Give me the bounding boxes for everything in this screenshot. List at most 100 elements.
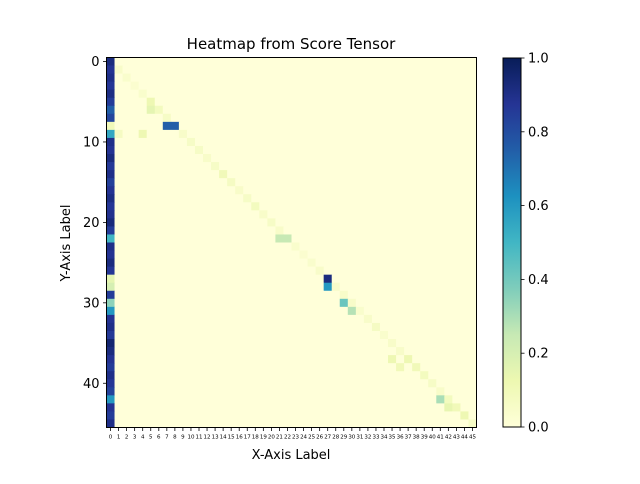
heatmap-cell: [379, 242, 389, 251]
heatmap-cell: [186, 129, 196, 139]
heatmap-cell: [130, 234, 140, 243]
heatmap-cell: [444, 81, 453, 91]
heatmap-cell: [355, 57, 365, 66]
heatmap-cell: [299, 314, 308, 324]
heatmap-cell: [299, 258, 308, 268]
heatmap-cell: [315, 73, 325, 83]
heatmap-cell: [331, 347, 341, 356]
heatmap-cell: [170, 322, 180, 332]
heatmap-cell: [452, 137, 461, 147]
heatmap-cell: [267, 57, 276, 66]
heatmap-cell: [404, 154, 413, 163]
heatmap-cell: [186, 145, 196, 155]
heatmap-cell: [138, 242, 148, 251]
heatmap-cell: [122, 226, 132, 235]
heatmap-cell: [371, 137, 381, 147]
heatmap-cell: [227, 89, 236, 99]
heatmap-cell: [315, 379, 325, 388]
heatmap-cell: [283, 306, 292, 316]
colorbar-tick-label: 0.6: [528, 199, 549, 214]
heatmap-cell: [251, 113, 260, 123]
heatmap-cell: [114, 282, 123, 292]
heatmap-cell: [203, 339, 212, 348]
heatmap-cell: [211, 330, 220, 340]
heatmap-cell: [162, 339, 172, 348]
heatmap-cell: [396, 65, 405, 74]
heatmap-cell: [130, 290, 140, 300]
heatmap-cell: [178, 65, 188, 74]
heatmap-cell: [388, 65, 397, 74]
heatmap-cell: [428, 266, 437, 276]
heatmap-cell: [412, 403, 421, 412]
heatmap-cell: [315, 89, 325, 99]
heatmap-cell: [106, 194, 115, 203]
heatmap-cell: [130, 258, 140, 268]
heatmap-cell: [106, 395, 115, 404]
heatmap-cell: [315, 371, 325, 380]
heatmap-cell: [355, 242, 365, 251]
heatmap-cell: [315, 105, 325, 115]
heatmap-cell: [162, 355, 172, 364]
heatmap-cell: [468, 379, 477, 388]
heatmap-cell: [162, 226, 172, 235]
heatmap-cell: [283, 57, 292, 66]
heatmap-cell: [211, 178, 220, 187]
heatmap-cell: [339, 194, 349, 203]
heatmap-cell: [315, 258, 325, 268]
heatmap-cell: [203, 242, 212, 251]
heatmap-cell: [259, 234, 268, 243]
heatmap-cell: [347, 387, 357, 396]
heatmap-cell: [211, 339, 220, 348]
heatmap-cell: [178, 57, 188, 66]
heatmap-cell: [460, 298, 469, 308]
heatmap-cell: [412, 282, 421, 292]
heatmap-cell: [291, 170, 300, 179]
heatmap-cell: [243, 170, 252, 179]
heatmap-cell: [428, 170, 437, 179]
heatmap-cell: [275, 411, 284, 420]
heatmap-cell: [194, 339, 204, 348]
heatmap-cell: [436, 298, 445, 308]
heatmap-cell: [404, 314, 413, 324]
heatmap-cell: [452, 113, 461, 123]
heatmap-cell: [363, 170, 373, 179]
heatmap-cell: [138, 218, 148, 227]
heatmap-cell: [444, 306, 453, 316]
x-tick-label: 29: [340, 435, 347, 441]
heatmap-cell: [154, 137, 164, 147]
heatmap-cell: [323, 129, 333, 139]
heatmap-cell: [267, 274, 276, 284]
x-tick-label: 5: [149, 435, 153, 441]
heatmap-cell: [412, 226, 421, 235]
x-tick-label: 12: [204, 435, 211, 441]
heatmap-cell: [428, 411, 437, 420]
heatmap-cell: [178, 97, 188, 107]
heatmap-cell: [444, 105, 453, 115]
heatmap-cell: [146, 194, 156, 203]
heatmap-cell: [203, 371, 212, 380]
heatmap-cell: [227, 330, 236, 340]
heatmap-cell: [468, 57, 477, 66]
heatmap-cell: [331, 121, 341, 131]
x-axis-ticks: 0 1 2 3 4 5 6 7 8 9 10 11 12 13 14 15 16 17 18 19 20 21 22 23 24…: [109, 427, 476, 441]
heatmap-cell: [219, 403, 228, 412]
heatmap-cell: [243, 226, 252, 235]
heatmap-cell: [460, 242, 469, 251]
heatmap-cell: [436, 89, 445, 99]
heatmap-cell: [154, 314, 164, 324]
heatmap-cell: [412, 162, 421, 171]
heatmap-cell: [275, 113, 284, 123]
heatmap-cell: [267, 129, 276, 139]
heatmap-cell: [371, 57, 381, 66]
heatmap-cell: [267, 306, 276, 316]
heatmap-cell: [379, 145, 389, 155]
heatmap-cell: [404, 89, 413, 99]
heatmap-cell: [420, 210, 429, 219]
heatmap-cell: [412, 210, 421, 219]
heatmap-cell: [154, 81, 164, 91]
heatmap-cell: [347, 355, 357, 364]
heatmap-cell: [436, 411, 445, 420]
heatmap-cell: [146, 266, 156, 276]
heatmap-cell: [178, 129, 188, 139]
heatmap-cell: [355, 314, 365, 324]
